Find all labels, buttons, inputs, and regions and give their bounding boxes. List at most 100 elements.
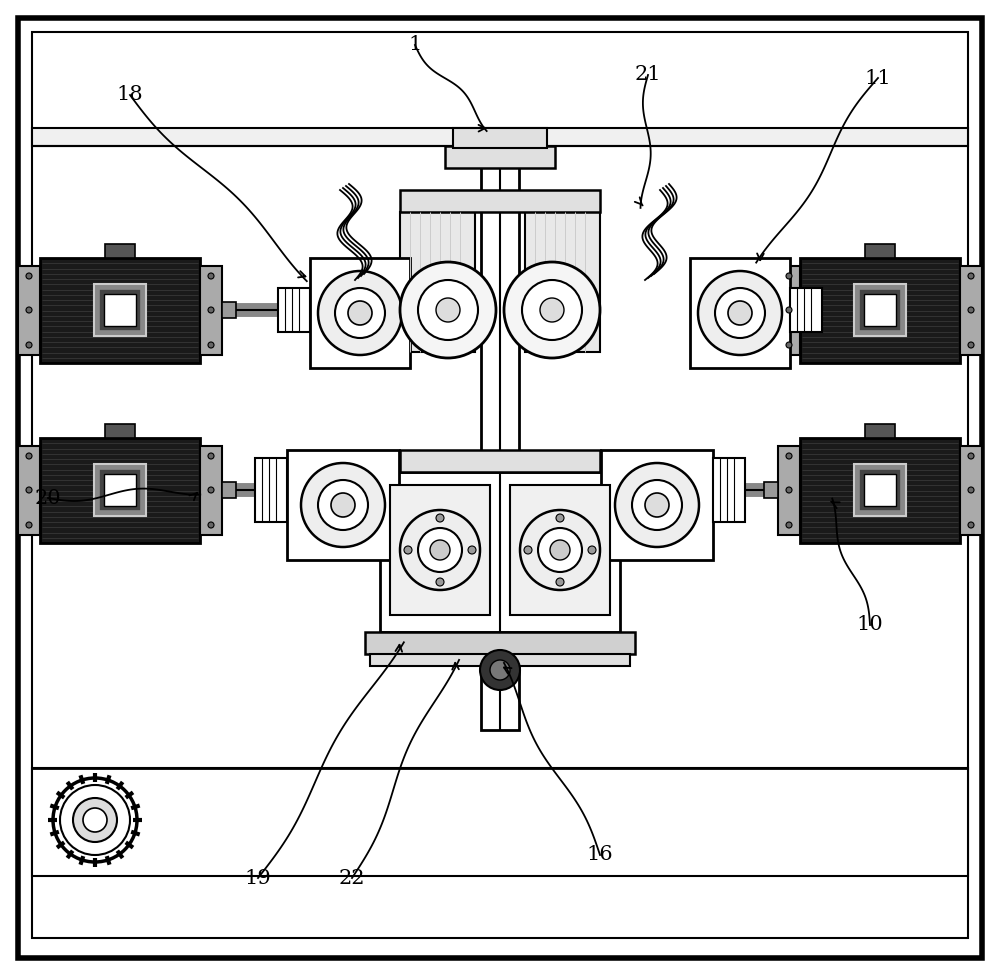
Circle shape [550,540,570,560]
Bar [105,244,135,258]
Bar [854,284,906,336]
Circle shape [53,778,137,862]
Bar [370,654,630,666]
Bar [445,146,555,168]
Circle shape [468,546,476,554]
Bar [764,482,778,498]
Circle shape [83,808,107,832]
Circle shape [436,514,444,522]
Circle shape [968,522,974,528]
Circle shape [588,546,596,554]
Bar [865,424,895,438]
Circle shape [786,522,792,528]
Text: 22: 22 [339,869,365,887]
Circle shape [538,528,582,572]
Text: 19: 19 [245,869,271,887]
Circle shape [26,273,32,279]
Circle shape [318,480,368,530]
Circle shape [490,660,510,680]
Bar [510,485,610,615]
Circle shape [26,522,32,528]
Circle shape [208,273,214,279]
Circle shape [520,510,600,590]
Bar [32,128,968,146]
Circle shape [26,307,32,313]
Circle shape [556,578,564,586]
Circle shape [786,453,792,459]
Circle shape [615,463,699,547]
Circle shape [728,301,752,325]
Bar [200,266,222,355]
Bar [481,130,519,730]
Circle shape [331,493,355,517]
Circle shape [540,298,564,322]
Bar [713,458,745,522]
Circle shape [698,271,782,355]
Circle shape [418,280,478,340]
Text: 11: 11 [865,68,891,88]
Circle shape [301,463,385,547]
Circle shape [556,514,564,522]
Bar [764,302,778,318]
Bar [18,446,40,535]
Circle shape [404,546,412,554]
Bar [864,474,896,506]
Text: 1: 1 [408,35,422,55]
Bar [18,266,40,355]
Bar [32,768,968,876]
Circle shape [786,487,792,493]
Bar [200,446,222,535]
Circle shape [335,288,385,338]
Circle shape [480,650,520,690]
Circle shape [522,280,582,340]
Circle shape [524,546,532,554]
Bar [790,288,822,332]
Circle shape [436,298,460,322]
Bar [778,266,800,355]
Circle shape [645,493,669,517]
Bar [400,450,600,472]
Circle shape [400,510,480,590]
Bar [865,244,895,258]
Text: 18: 18 [117,86,143,105]
Circle shape [786,342,792,348]
Circle shape [968,273,974,279]
Bar [525,212,600,352]
Bar [104,294,136,326]
Bar [601,450,713,560]
Circle shape [26,342,32,348]
Bar [453,128,547,148]
Circle shape [786,307,792,313]
Circle shape [208,342,214,348]
Bar [310,258,410,368]
Circle shape [208,307,214,313]
Circle shape [318,271,402,355]
Bar [800,438,960,543]
Bar [40,438,200,543]
Bar [390,485,490,615]
Circle shape [632,480,682,530]
Text: 10: 10 [857,616,883,634]
Bar [365,632,635,654]
Circle shape [73,798,117,842]
Bar [380,472,620,632]
Bar [105,424,135,438]
Bar [278,288,310,332]
Bar [222,482,236,498]
Circle shape [968,342,974,348]
Text: 21: 21 [635,65,661,84]
Circle shape [968,487,974,493]
Bar [960,266,982,355]
Text: 16: 16 [587,845,613,865]
Circle shape [60,785,130,855]
Circle shape [26,487,32,493]
Bar [287,450,399,560]
Bar [94,464,146,516]
Bar [400,212,475,352]
Circle shape [504,262,600,358]
Circle shape [968,453,974,459]
Bar [99,289,141,331]
Bar [778,446,800,535]
Circle shape [348,301,372,325]
Bar [690,258,790,368]
